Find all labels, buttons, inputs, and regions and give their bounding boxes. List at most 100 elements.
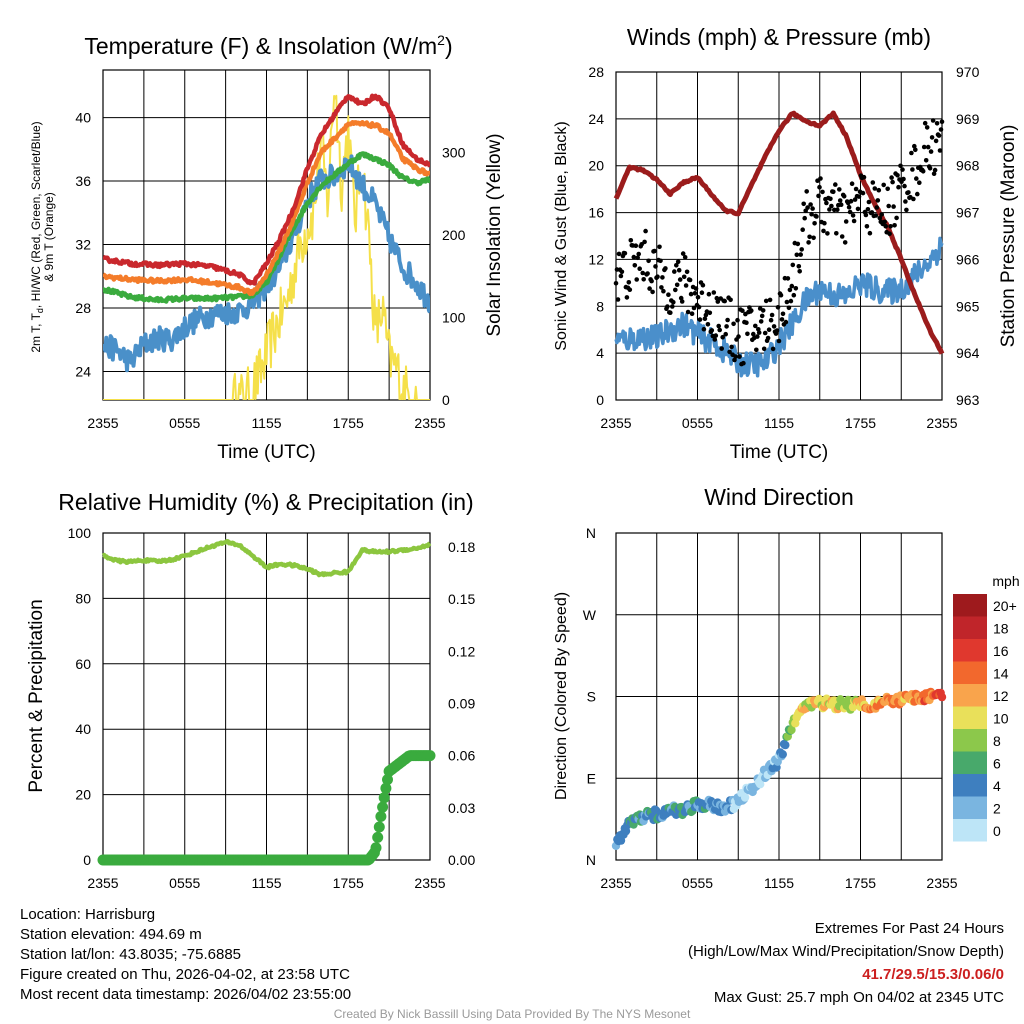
- gust-point: [837, 198, 843, 203]
- gust-point: [797, 269, 802, 274]
- gust-point: [791, 292, 797, 298]
- panel-3-ylabel: Percent & Precipitation: [26, 599, 47, 792]
- y2-tick-label: 965: [956, 298, 980, 314]
- y-tick-label: 28: [75, 300, 91, 316]
- x-tick-label: 1755: [845, 875, 876, 891]
- gust-point: [807, 234, 812, 240]
- gust-point: [699, 290, 705, 296]
- extremes-panel: Extremes For Past 24 Hours (High/Low/Max…: [688, 917, 1004, 1009]
- gust-point: [756, 330, 762, 335]
- gust-point: [924, 125, 930, 130]
- gust-point: [677, 277, 683, 282]
- gust-point: [751, 331, 756, 337]
- gust-point: [796, 264, 802, 269]
- series-line-relative-humidity: [101, 539, 432, 578]
- precip-point: [370, 842, 382, 854]
- gust-point: [928, 149, 934, 154]
- gust-point: [936, 133, 942, 138]
- gust-point: [693, 286, 699, 291]
- gust-point: [793, 286, 799, 291]
- gust-point: [824, 200, 829, 206]
- gust-point: [843, 219, 849, 224]
- gust-point: [637, 266, 642, 272]
- gust-point: [804, 189, 809, 194]
- y2-tick-label: 970: [956, 64, 980, 80]
- gust-point: [937, 148, 943, 153]
- gust-point: [636, 251, 641, 257]
- gust-point: [778, 292, 784, 298]
- gust-point: [795, 241, 801, 247]
- gust-point: [876, 187, 882, 193]
- y-tick-label: W: [583, 607, 597, 623]
- x-tick-label: 0555: [169, 875, 200, 891]
- gust-point: [846, 204, 852, 210]
- y2-tick-label: 0.12: [448, 643, 475, 659]
- colorbar-swatch: [953, 706, 987, 729]
- gust-point: [740, 308, 745, 314]
- panel-1-xlabel: Time (UTC): [217, 442, 316, 463]
- gust-point: [659, 285, 664, 290]
- gust-point: [888, 224, 893, 229]
- gust-point: [618, 273, 624, 279]
- gust-point: [632, 263, 638, 268]
- gust-point: [672, 269, 677, 274]
- gust-point: [925, 144, 931, 150]
- precip-point: [382, 774, 393, 786]
- gust-point: [825, 231, 830, 236]
- y-tick-label: 0: [596, 392, 604, 408]
- colorbar-swatch: [953, 819, 987, 842]
- gust-point: [733, 354, 738, 359]
- gust-point: [717, 327, 722, 333]
- colorbar-label: 8: [993, 733, 1001, 749]
- gust-point: [681, 274, 687, 280]
- gust-point: [853, 186, 859, 192]
- gust-point: [861, 174, 867, 180]
- y2-tick-label: 964: [956, 345, 980, 361]
- direction-point: [740, 793, 750, 802]
- gust-point: [633, 243, 639, 248]
- gust-point: [749, 308, 754, 313]
- gust-point: [696, 304, 702, 310]
- gust-point: [775, 305, 781, 310]
- gust-point: [627, 287, 633, 293]
- gust-point: [619, 269, 625, 275]
- gust-point: [622, 251, 628, 256]
- x-tick-label: 1155: [764, 875, 794, 891]
- y-tick-label: 16: [588, 205, 604, 221]
- max-gust: Max Gust: 25.7 mph On 04/02 at 2345 UTC: [713, 989, 1004, 1006]
- colorbar-swatch: [953, 639, 987, 662]
- gust-point: [670, 304, 675, 309]
- y2-tick-label: 0.18: [448, 539, 475, 555]
- gust-point: [898, 163, 903, 169]
- gust-point: [834, 231, 839, 236]
- gust-point: [684, 269, 690, 275]
- colorbar-label: 14: [993, 666, 1009, 682]
- extremes-title: Extremes For Past 24 Hours: [814, 920, 1004, 937]
- gust-point: [701, 326, 707, 332]
- gust-point: [676, 267, 682, 273]
- gust-point: [646, 258, 651, 264]
- y-tick-label: 80: [75, 590, 91, 606]
- precip-point: [375, 811, 387, 822]
- x-tick-label: 2355: [926, 875, 957, 891]
- title-end: ): [445, 33, 453, 59]
- gust-point: [760, 308, 766, 313]
- gust-point: [642, 239, 647, 245]
- gust-point: [900, 167, 905, 172]
- gust-point: [709, 328, 715, 333]
- colorbar-swatch: [953, 594, 987, 617]
- gust-point: [720, 334, 725, 340]
- x-tick-label: 2355: [414, 875, 445, 891]
- gust-point: [892, 223, 897, 228]
- x-tick-label: 2355: [87, 415, 118, 431]
- gust-point: [765, 335, 771, 341]
- gust-point: [812, 221, 817, 226]
- gust-point: [872, 186, 878, 191]
- colorbar-label: 12: [993, 688, 1009, 704]
- x-tick-label: 2355: [600, 415, 631, 431]
- gust-point: [818, 176, 823, 181]
- gust-point: [799, 247, 804, 252]
- gust-point: [933, 138, 939, 144]
- y-tick-label: 24: [588, 111, 604, 127]
- gust-point: [786, 305, 792, 311]
